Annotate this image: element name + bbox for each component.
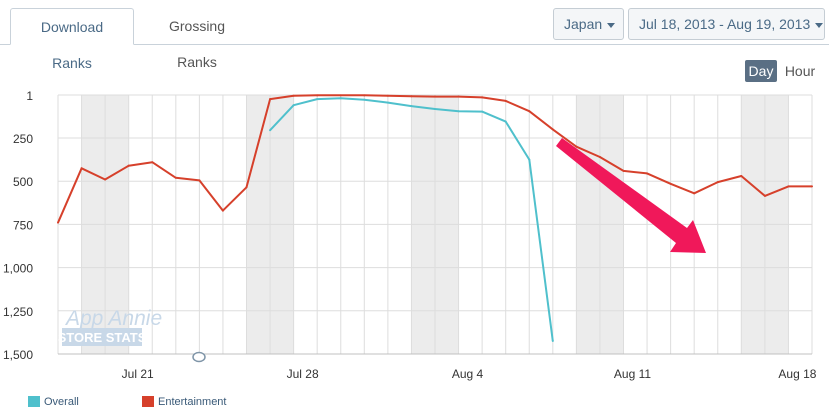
entertainment-data-point	[669, 182, 672, 185]
granularity-hour-button[interactable]: Hour	[784, 63, 816, 79]
annotation-arrow	[556, 138, 706, 253]
entertainment-data-point	[292, 94, 295, 97]
granularity-day-button[interactable]: Day	[745, 60, 777, 82]
entertainment-data-point	[127, 164, 130, 167]
country-dropdown-label: Japan	[564, 16, 603, 32]
entertainment-data-point	[551, 128, 554, 131]
entertainment-data-point	[811, 185, 813, 188]
overall-data-point	[457, 110, 460, 113]
overall-data-point	[528, 158, 531, 161]
y-tick-label: 500	[13, 175, 33, 189]
entertainment-data-point	[740, 175, 743, 178]
entertainment-data-point	[386, 94, 389, 97]
watermark-badge-text: STORE STATS	[58, 330, 147, 345]
entertainment-data-point	[763, 194, 766, 197]
chevron-down-icon	[815, 22, 824, 28]
entertainment-data-point	[434, 95, 436, 98]
legend-label-entertainment: Entertainment	[158, 396, 226, 408]
y-tick-label: 1	[26, 89, 33, 103]
x-tick-label: Aug 4	[452, 367, 484, 381]
entertainment-data-point	[245, 186, 248, 189]
entertainment-data-point	[481, 96, 484, 99]
overall-data-point	[292, 104, 295, 107]
entertainment-data-point	[174, 176, 177, 179]
entertainment-data-point	[316, 94, 319, 97]
entertainment-data-point	[198, 179, 201, 182]
overall-data-point	[410, 105, 413, 108]
entertainment-data-point	[410, 95, 413, 98]
entertainment-data-point	[151, 161, 154, 164]
overall-data-point	[269, 129, 272, 132]
date-range-label: Jul 18, 2013 - Aug 19, 2013	[639, 16, 811, 32]
entertainment-data-point	[622, 169, 625, 172]
entertainment-data-point	[339, 94, 342, 97]
watermark-badge	[62, 328, 142, 346]
comment-icon	[192, 351, 206, 363]
entertainment-data-point	[504, 99, 507, 102]
y-tick-label: 1,000	[3, 262, 33, 276]
x-tick-label: Jul 21	[122, 367, 154, 381]
watermark-logo-text: App Annie	[64, 307, 162, 330]
x-tick-label: Jul 28	[287, 367, 319, 381]
y-tick-label: 750	[13, 218, 33, 232]
entertainment-data-point	[787, 185, 790, 188]
entertainment-data-point	[363, 94, 366, 97]
overall-data-point	[363, 98, 366, 101]
y-tick-label: 1,500	[3, 348, 33, 362]
legend-label-overall: Overall	[44, 396, 79, 408]
overall-data-point	[481, 110, 484, 113]
country-dropdown[interactable]: Japan	[553, 8, 624, 40]
overall-data-point	[316, 98, 319, 101]
entertainment-data-point	[646, 172, 649, 175]
x-tick-label: Aug 11	[614, 367, 651, 381]
entertainment-data-point	[457, 95, 460, 98]
tab-bar-divider	[0, 44, 829, 45]
tab-download-ranks[interactable]: Download Ranks	[10, 8, 134, 71]
entertainment-data-point	[57, 221, 59, 224]
overall-data-point	[386, 101, 389, 104]
entertainment-data-point	[598, 156, 601, 159]
x-tick-label: Aug 18	[778, 367, 816, 381]
y-tick-label: 250	[13, 132, 33, 146]
entertainment-data-point	[269, 98, 272, 101]
entertainment-data-point	[716, 181, 719, 184]
chevron-down-icon	[607, 22, 616, 28]
legend-swatch-entertainment	[142, 396, 154, 407]
entertainment-data-point	[528, 110, 531, 113]
entertainment-data-point	[104, 178, 107, 181]
y-tick-label: 1,250	[3, 305, 33, 319]
overall-data-point	[551, 340, 554, 343]
legend-swatch-overall	[28, 396, 40, 407]
entertainment-data-point	[575, 145, 578, 148]
tab-bar: Download Ranks Grossing Ranks Japan Jul …	[0, 0, 829, 71]
entertainment-data-point	[80, 167, 83, 170]
overall-data-point	[504, 120, 507, 123]
entertainment-data-point	[693, 192, 696, 195]
entertainment-data-point	[221, 209, 224, 212]
overall-data-point	[339, 97, 342, 100]
tab-grossing-ranks[interactable]: Grossing Ranks	[168, 18, 226, 70]
overall-data-point	[434, 107, 436, 110]
date-range-dropdown[interactable]: Jul 18, 2013 - Aug 19, 2013	[628, 8, 825, 40]
